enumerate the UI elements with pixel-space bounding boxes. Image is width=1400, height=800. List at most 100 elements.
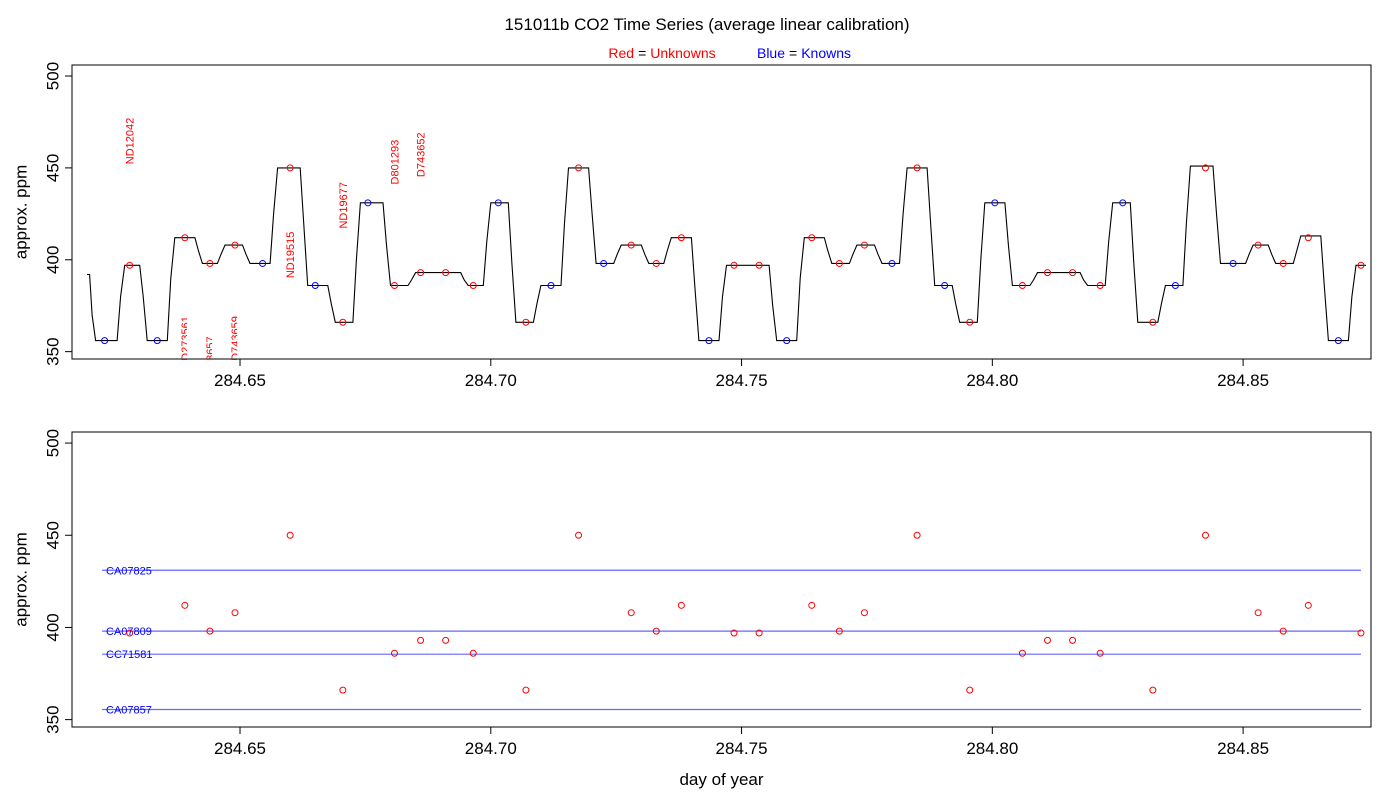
reference-line-label: CA07809 <box>106 626 152 638</box>
known-point <box>783 337 791 345</box>
sample-label: D743659 <box>230 316 242 361</box>
unknown-point <box>469 649 477 657</box>
x-tick-label: 284.65 <box>214 371 266 390</box>
unknown-point <box>1201 164 1209 172</box>
x-tick-label: 284.75 <box>716 371 768 390</box>
unknown-point <box>652 627 660 635</box>
unknown-point <box>1069 269 1077 277</box>
unknown-point <box>913 531 921 539</box>
plot-frame <box>71 64 1372 360</box>
unknown-point <box>1018 649 1026 657</box>
legend-blue-eq: = <box>789 45 797 61</box>
unknown-point <box>417 269 425 277</box>
unknown-point <box>286 531 294 539</box>
unknown-point <box>1096 282 1104 289</box>
plot-frame <box>71 431 1372 728</box>
sample-label: ND19677 <box>338 182 350 228</box>
unknown-point <box>835 259 843 267</box>
unknown-point <box>860 241 868 249</box>
x-axis-label: day of year <box>679 770 763 789</box>
x-tick-label: 284.85 <box>1217 371 1269 390</box>
sample-label: D273561 <box>180 316 192 361</box>
unknown-point <box>1149 686 1157 694</box>
reference-line-label: CC71581 <box>106 649 152 661</box>
x-tick-label: 284.65 <box>214 739 266 758</box>
unknown-point <box>808 601 816 609</box>
unknown-point <box>1279 259 1287 267</box>
known-point <box>494 199 502 207</box>
unknown-point <box>808 234 816 242</box>
unknown-point <box>575 164 583 172</box>
known-point <box>364 199 372 207</box>
legend-blue-label: Blue <box>757 45 785 61</box>
unknown-point <box>652 259 660 267</box>
unknown-point <box>1044 636 1052 644</box>
known-point <box>888 259 896 267</box>
unknown-point <box>575 531 583 539</box>
y-axis-label: approx. ppm <box>11 532 30 627</box>
x-tick-label: 284.75 <box>716 739 768 758</box>
unknown-point <box>627 609 635 617</box>
sample-label: D801293 <box>389 140 401 185</box>
unknown-point <box>627 241 635 249</box>
y-tick-label: 400 <box>43 246 62 274</box>
x-tick-label: 284.80 <box>966 739 1018 758</box>
unknown-point <box>206 627 214 635</box>
chart-title: 151011b CO2 Time Series (average linear … <box>504 15 909 34</box>
unknown-point <box>522 318 530 326</box>
unknown-point <box>390 649 398 657</box>
unknown-point <box>206 259 214 267</box>
unknown-point <box>339 318 347 326</box>
unknown-point <box>730 261 738 269</box>
y-axis-label: approx. ppm <box>11 165 30 260</box>
unknown-point <box>677 601 685 609</box>
x-tick-label: 284.70 <box>465 739 517 758</box>
y-tick-label: 400 <box>43 613 62 641</box>
y-tick-label: 500 <box>43 429 62 457</box>
x-tick-label: 284.80 <box>966 371 1018 390</box>
unknown-point <box>522 686 530 694</box>
unknown-point <box>126 261 134 269</box>
known-point <box>941 282 949 289</box>
unknown-point <box>1149 318 1157 326</box>
unknown-point <box>442 636 450 644</box>
sample-label: ND19515 <box>285 232 297 278</box>
unknown-point <box>231 609 239 617</box>
unknown-point <box>966 686 974 694</box>
x-tick-label: 284.70 <box>465 371 517 390</box>
known-point <box>547 282 555 289</box>
y-tick-label: 350 <box>43 705 62 733</box>
known-point <box>101 337 109 345</box>
unknown-point <box>913 164 921 172</box>
reference-line-label: CA07825 <box>106 565 152 577</box>
y-tick-label: 450 <box>43 154 62 182</box>
legend-blue-text: Knowns <box>801 45 851 61</box>
unknown-point <box>835 627 843 635</box>
unknown-point <box>390 282 398 289</box>
legend-red-label: Red <box>608 45 634 61</box>
reference-line-label: CA07857 <box>106 704 152 716</box>
unknown-point <box>1018 282 1026 289</box>
x-tick-label: 284.85 <box>1217 739 1269 758</box>
y-tick-label: 450 <box>43 521 62 549</box>
unknown-point <box>1279 627 1287 635</box>
unknown-point <box>966 318 974 326</box>
known-point <box>991 199 999 207</box>
unknown-point <box>1254 241 1262 249</box>
y-tick-label: 350 <box>43 337 62 365</box>
unknown-point <box>469 282 477 289</box>
unknown-point <box>286 164 294 172</box>
known-point <box>311 282 319 289</box>
unknown-point <box>1304 601 1312 609</box>
known-point <box>1119 199 1127 207</box>
legend-red-eq: = <box>638 45 646 61</box>
unknown-point <box>442 269 450 277</box>
unknown-point <box>730 629 738 637</box>
unknown-point <box>126 629 134 637</box>
known-point <box>1171 282 1179 289</box>
unknown-point <box>1357 261 1365 269</box>
legend-red-text: Unknowns <box>650 45 715 61</box>
bottom-panel: 284.65 284.70 284.75 284.80 284.85 350 400 450 5… <box>11 429 1372 789</box>
unknown-point <box>755 629 763 637</box>
